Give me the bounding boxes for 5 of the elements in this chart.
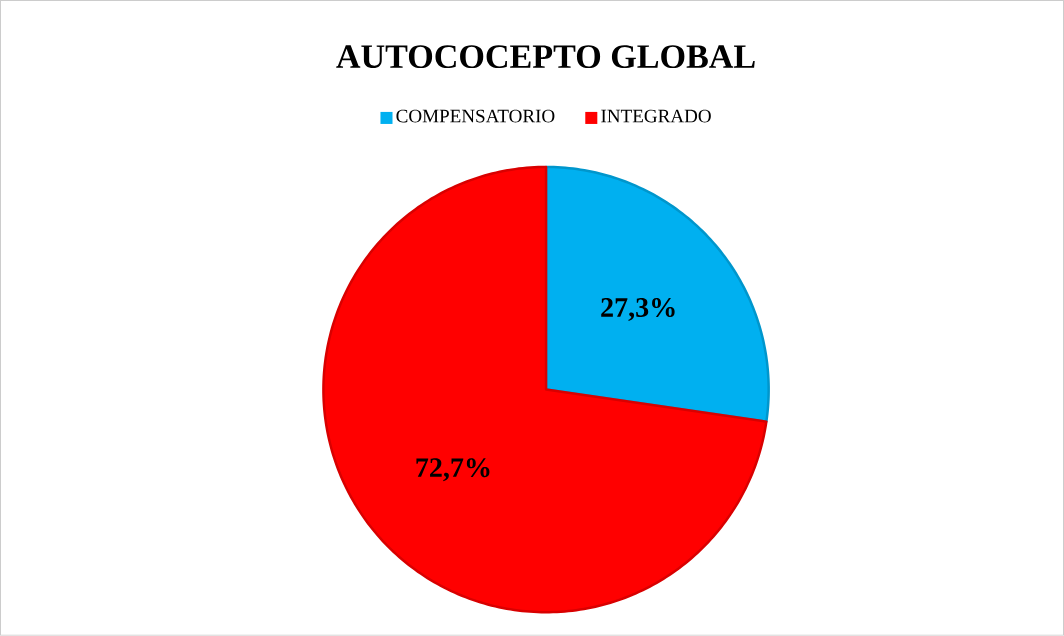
data-label: 27,3% <box>601 298 675 322</box>
legend-label: COMPENSATORIO <box>396 109 555 123</box>
legend-label: INTEGRADO <box>601 109 711 123</box>
data-label: 72,7% <box>416 458 490 482</box>
chart-title: AUTOCOCEPTO GLOBAL <box>336 45 755 69</box>
